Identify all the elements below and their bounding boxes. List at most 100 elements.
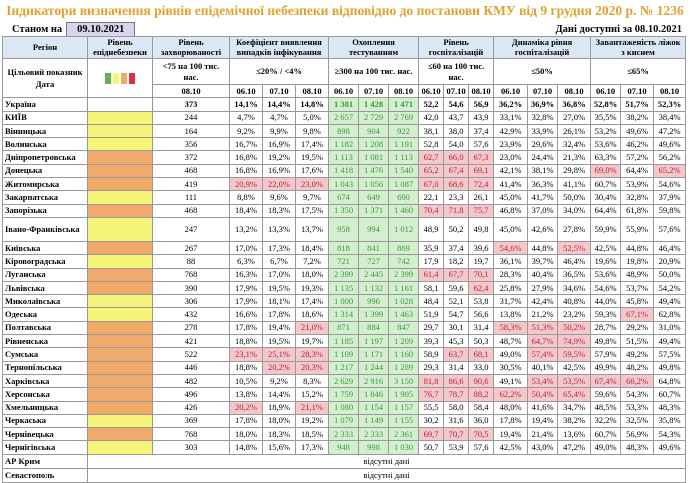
test-value: 1 905 <box>388 387 420 402</box>
region-name: Чернігівська <box>2 440 88 455</box>
test-value: 998 <box>358 440 390 455</box>
coef-value: 6,7% <box>262 254 296 269</box>
region-name: Рівненська <box>2 334 88 349</box>
coef-value: 17,9% <box>229 280 263 296</box>
table-row: Волинська 356 16,7% 16,9% 17,4% 1 182 1 208 1 1… <box>2 137 687 152</box>
dyn-value: 31,7% <box>493 294 529 309</box>
table-row: Чернівецька 768 18,0% 18,3% 18,5% 2 333 2 333 2… <box>2 427 687 442</box>
table-row: Сумська 522 23,1% 25,1% 28,3% 1 109 1 171 1 160… <box>2 347 687 362</box>
test-value: 818 <box>328 240 360 256</box>
test-value: 1 759 <box>328 387 360 402</box>
test-value: 847 <box>388 320 420 336</box>
test-value: 1 460 <box>388 203 420 218</box>
dyn-value: 42,9% <box>493 123 529 139</box>
hosp-value: 31,4 <box>443 360 470 375</box>
incidence-value: 247 <box>152 216 230 242</box>
level-indicator <box>87 294 153 309</box>
hosp-value: 63,7 <box>443 347 470 362</box>
hosp-value: 48,9 <box>418 216 445 242</box>
beds-value: 66,2% <box>620 373 655 389</box>
hosp-value: 31,6 <box>443 413 470 429</box>
hosp-value: 70,1 <box>468 267 495 282</box>
incidence-value: 369 <box>152 413 230 429</box>
hosp-value: 59,6 <box>443 280 470 296</box>
coef-value: 28,3% <box>294 347 330 362</box>
hosp-value: 43,9 <box>468 110 495 125</box>
level-indicator <box>87 240 153 256</box>
coef-value: 6,3% <box>229 254 263 269</box>
dyn-value: 34,0% <box>557 203 592 218</box>
dyn-value: 32,8% <box>527 110 559 125</box>
beds-value: 53,3% <box>620 400 655 415</box>
region-name: Хмельницька <box>2 400 88 415</box>
test-value: 1 182 <box>328 137 360 152</box>
hosp-value: 70,7 <box>443 427 470 442</box>
date-hosp-2: 08.10 <box>468 83 495 99</box>
level-indicator <box>87 427 153 442</box>
coef-value: 9,6% <box>262 190 296 205</box>
hosp-value: 36,0 <box>468 413 495 429</box>
level-indicator <box>87 413 153 429</box>
incidence-value: 373 <box>152 97 230 112</box>
dyn-value: 42,5% <box>557 360 592 375</box>
region-name: Київська <box>2 240 88 256</box>
coef-value: 13,3% <box>262 216 296 242</box>
hosp-value: 22,1 <box>418 190 445 205</box>
coef-value: 9,2% <box>262 373 296 389</box>
beds-value: 48,3% <box>653 400 687 415</box>
hosp-value: 43,7 <box>443 110 470 125</box>
test-value: 1 079 <box>328 413 360 429</box>
dyn-value: 36,5% <box>557 267 592 282</box>
dyn-value: 29,6% <box>527 137 559 152</box>
hosp-value: 52,1 <box>443 294 470 309</box>
coef-value: 19,2% <box>294 413 330 429</box>
hosp-value: 70,5 <box>468 427 495 442</box>
incidence-value: 446 <box>152 360 230 375</box>
beds-value: 32,2% <box>590 413 622 429</box>
dyn-value: 57,4% <box>527 347 559 362</box>
table-row: Черкаська 369 17,8% 18,0% 19,2% 1 079 1 149 1 1… <box>2 413 687 429</box>
test-value: 2 916 <box>358 373 390 389</box>
coef-value: 9,2% <box>229 123 263 139</box>
test-value: 2 361 <box>388 427 420 442</box>
table-row: КИЇВ 244 4,7% 4,7% 5,0% 2 657 2 729 2 769 42,0 43… <box>2 110 687 125</box>
hosp-value: 52,8 <box>418 137 445 152</box>
coef-value: 14,8% <box>294 97 330 112</box>
incidence-value: 244 <box>152 110 230 125</box>
test-value: 1 135 <box>328 280 360 296</box>
coef-value: 17,6% <box>294 163 330 179</box>
beds-value: 56,2% <box>653 150 687 165</box>
level-indicator <box>87 123 153 139</box>
table-row: Миколаївська 306 17,9% 18,1% 17,4% 1 000 996 1 … <box>2 294 687 309</box>
region-name: Чернівецька <box>2 427 88 442</box>
coef-value: 25,1% <box>262 347 296 362</box>
dyn-value: 36,2% <box>493 97 529 112</box>
date-beds-0: 06.10 <box>590 83 622 99</box>
test-value: 898 <box>328 123 360 139</box>
dyn-value: 41,4% <box>493 177 529 192</box>
coef-value: 16,6% <box>229 307 263 322</box>
region-name: Закарпатська <box>2 190 88 205</box>
as-of-date[interactable]: 09.10.2021 <box>66 22 136 37</box>
coef-value: 13,2% <box>229 216 263 242</box>
coef-value: 23,1% <box>229 347 263 362</box>
coef-value: 21,1% <box>294 400 330 415</box>
table-row: Луганська 768 16,3% 17,0% 18,0% 2 399 2 445 2 3… <box>2 267 687 282</box>
as-of-label: Станом на <box>12 24 63 35</box>
test-value: 2 769 <box>388 110 420 125</box>
beds-value: 67,4% <box>590 373 622 389</box>
coef-value: 19,4% <box>262 320 296 336</box>
dyn-value: 34,6% <box>557 280 592 296</box>
test-value: 1 244 <box>358 360 390 375</box>
level-indicator <box>87 373 153 389</box>
region-name: Львівська <box>2 280 88 296</box>
region-name: Кіровоградська <box>2 254 88 269</box>
test-value: 1 171 <box>358 347 390 362</box>
beds-value: 62,8% <box>653 307 687 322</box>
hosp-value: 38,0 <box>443 123 470 139</box>
header-incidence: Рівень захворюваності <box>152 36 230 59</box>
test-value: 2 657 <box>328 110 360 125</box>
dyn-value: 42,5% <box>493 440 529 455</box>
target-beds: ≤65% <box>590 58 687 85</box>
dyn-value: 40,8% <box>557 294 592 309</box>
